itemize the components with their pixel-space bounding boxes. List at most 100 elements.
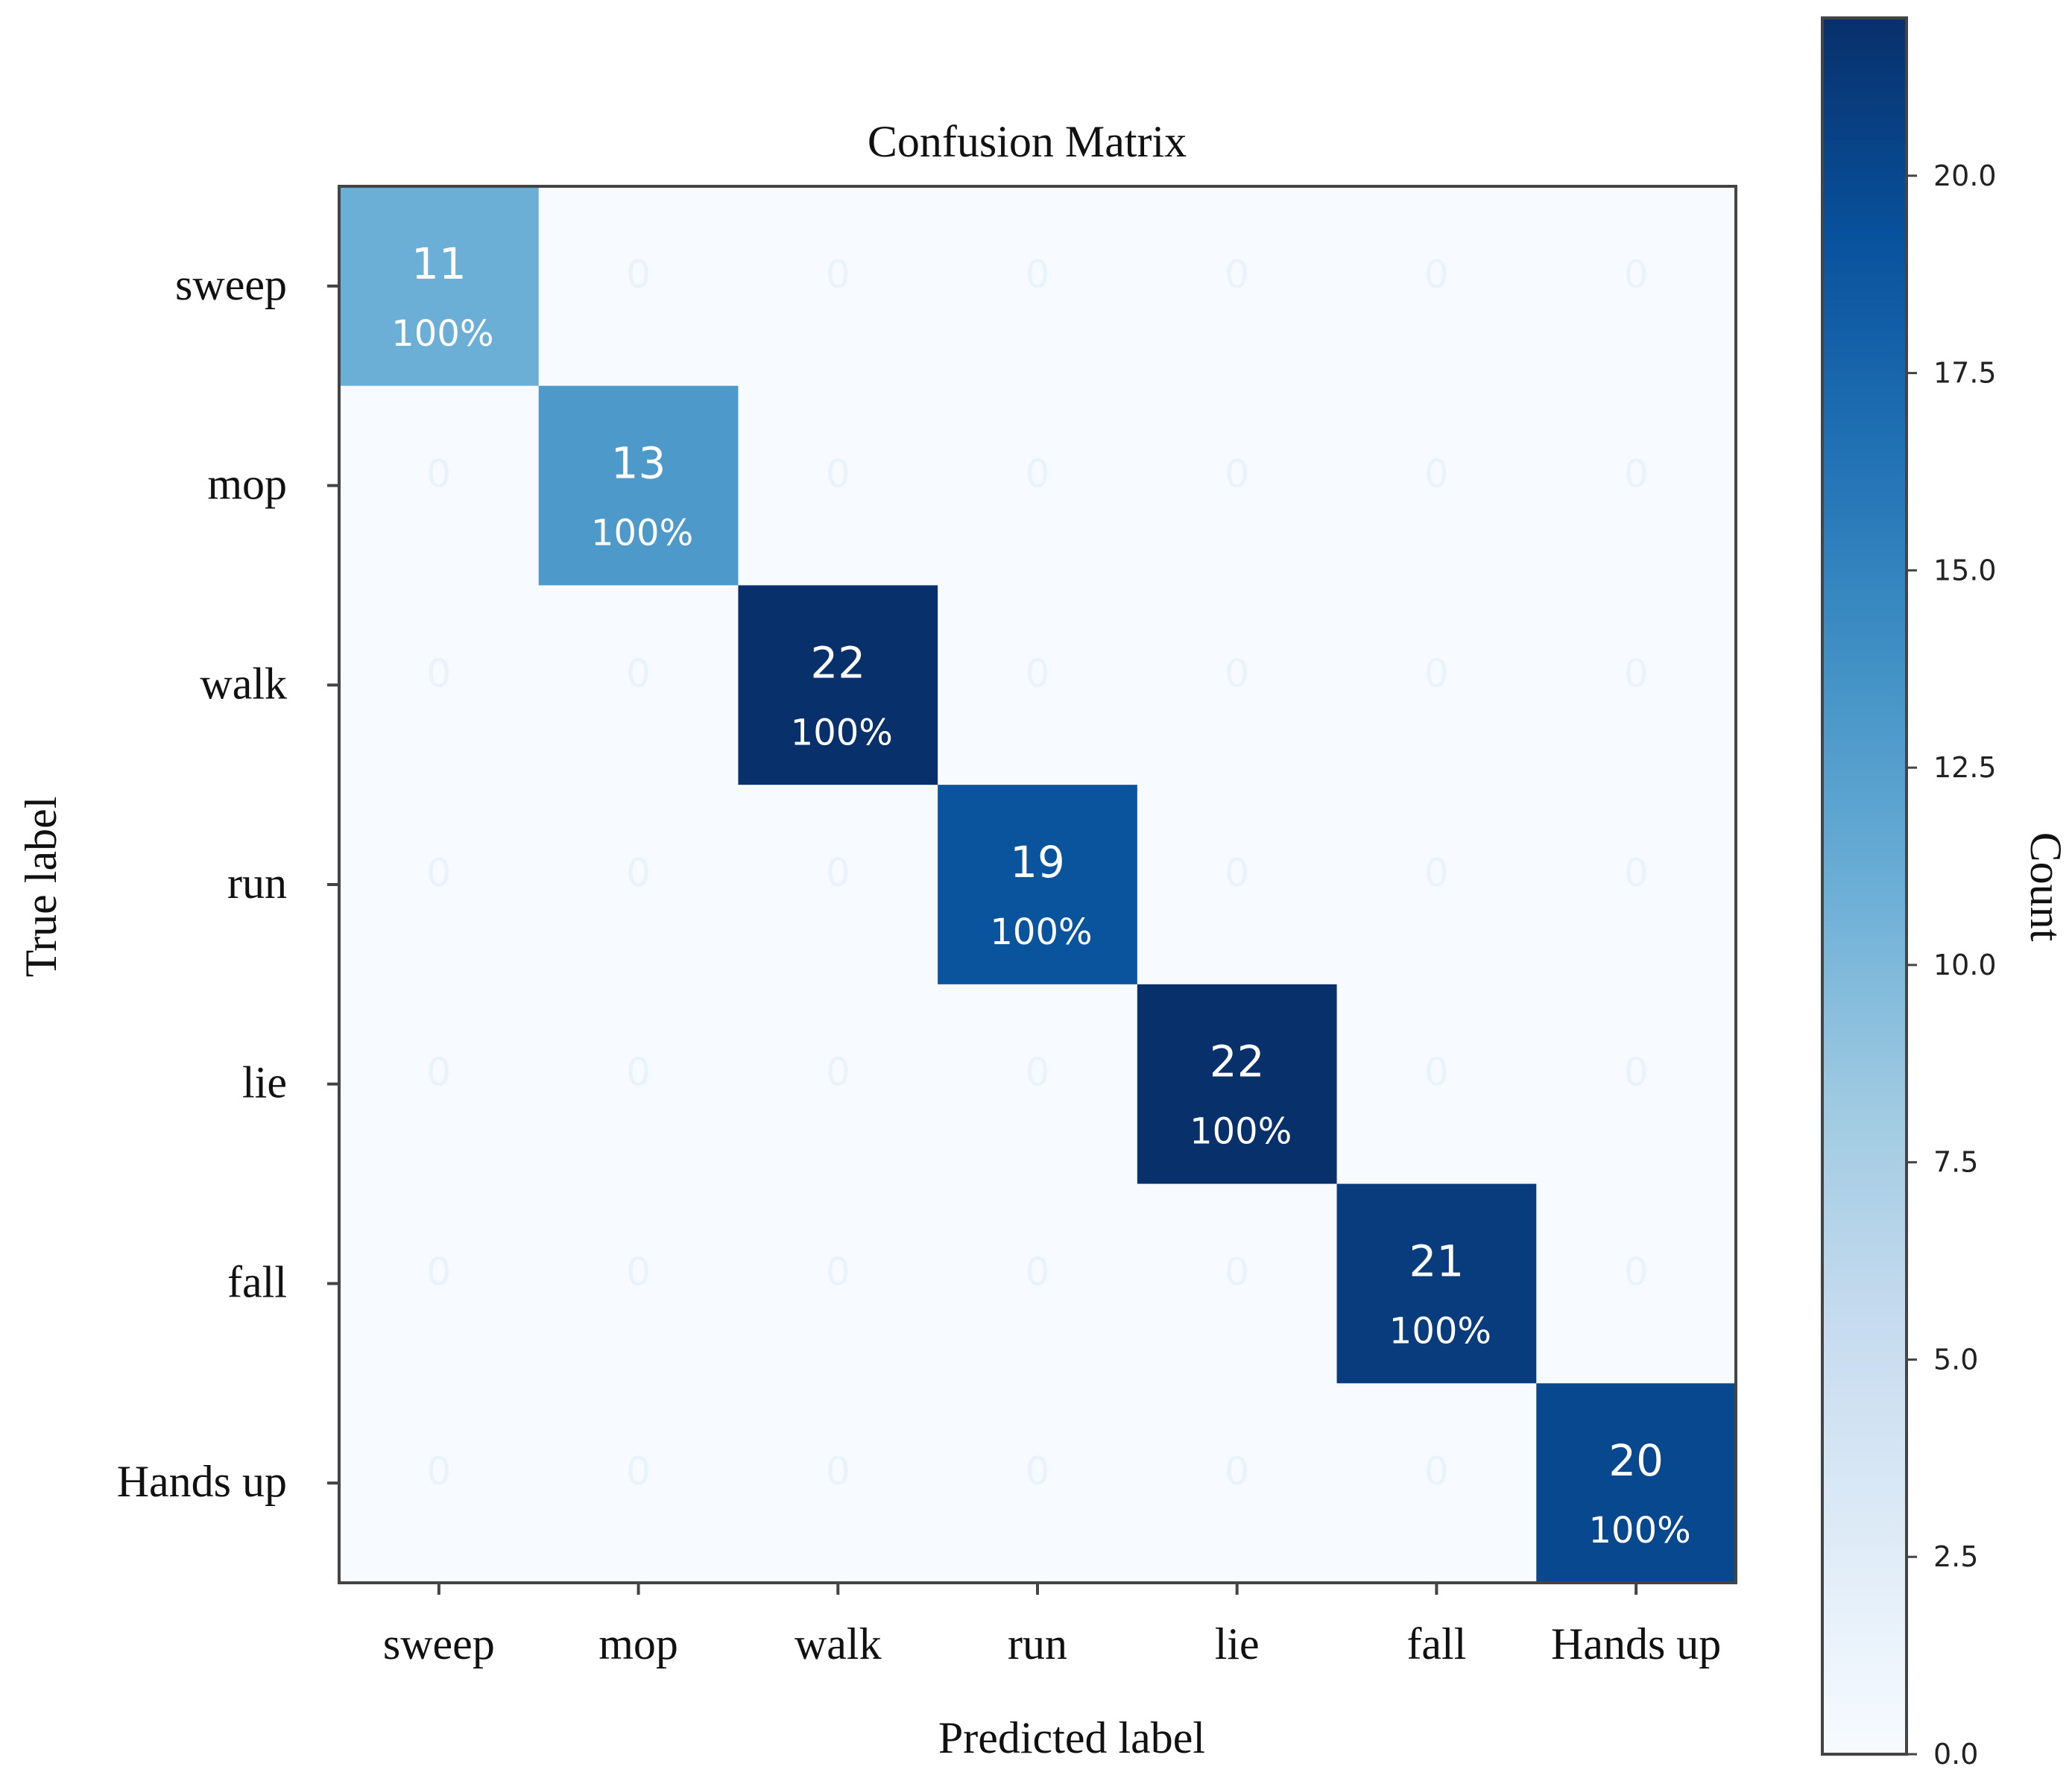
heatmap-cell [1336,186,1537,387]
y-tick-label: sweep [175,260,287,309]
cell-count-label: 0 [626,253,651,297]
colorbar-tick-label: 10.0 [1933,949,1997,981]
cell-count-label: 0 [1025,1250,1049,1294]
heatmap-cell [1336,1383,1537,1584]
y-tick-label: mop [207,460,287,509]
heatmap-cell [538,785,739,985]
cell-count-label: 0 [626,1250,651,1294]
heatmap-cell [538,186,739,387]
cell-percent-label: 100% [791,712,893,753]
cell-count-label: 0 [626,1449,651,1494]
x-tick-label: mop [598,1619,678,1668]
cell-count-label: 0 [826,253,850,297]
heatmap-cell [538,1383,739,1584]
cell-count-label: 22 [810,637,865,688]
cell-count-label: 0 [426,1250,451,1294]
y-tick-label: run [227,858,287,908]
cell-count-label: 0 [1225,851,1249,896]
heatmap-cell [938,785,1138,985]
cell-count-label: 0 [1225,1449,1249,1494]
colorbar-tick-label: 15.0 [1933,554,1997,586]
heatmap-cell [1536,385,1737,586]
heatmap-cell [1336,1183,1537,1384]
y-tick-label: Hands up [117,1457,287,1506]
heatmap-cell [738,186,938,387]
heatmap-cell [1336,984,1537,1185]
heatmap-cell [1137,1183,1338,1384]
cell-count-label: 0 [826,452,850,497]
x-tick-label: Hands up [1551,1619,1721,1668]
heatmap-cell [938,186,1138,387]
cell-count-label: 0 [1225,1250,1249,1294]
heatmap-cells: 11 100% 0 0 0 0 0 0 0 13 100% 0 0 0 0 0 0 0 22 100% 0 0 0 0 0 0 0 1… [339,186,1737,1584]
heatmap-cell [339,1383,540,1584]
cell-count-label: 0 [1624,452,1649,497]
x-tick-label: lie [1215,1619,1260,1668]
axes: sweep sweep mop mop walk walk run run lie lie fall… [117,260,1722,1668]
cell-percent-label: 100% [1589,1510,1691,1551]
y-tick-label: lie [242,1058,287,1107]
heatmap-cell [738,785,938,985]
cell-count-label: 0 [1624,651,1649,696]
colorbar-tick-label: 5.0 [1933,1343,1978,1376]
cell-count-label: 0 [1025,1051,1049,1095]
cell-count-label: 20 [1608,1435,1664,1486]
cell-count-label: 0 [626,851,651,896]
heatmap-cell [339,785,540,985]
colorbar-label: Count [2021,832,2071,942]
x-tick-label: sweep [383,1619,495,1668]
heatmap-cell [1536,585,1737,785]
cell-percent-label: 100% [1389,1310,1491,1352]
x-tick-label: walk [795,1619,882,1668]
cell-count-label: 0 [1225,452,1249,497]
cell-count-label: 22 [1210,1037,1265,1087]
heatmap-cell [1336,785,1537,985]
heatmap-cell [339,984,540,1185]
cell-count-label: 0 [1424,253,1449,297]
cell-count-label: 0 [1424,1051,1449,1095]
heatmap-cell [938,1183,1138,1384]
x-tick-label: run [1008,1619,1067,1668]
heatmap-cell [1137,385,1338,586]
heatmap-cell [938,984,1138,1185]
colorbar [1821,16,1908,1756]
heatmap-cell [1336,585,1537,785]
cell-percent-label: 100% [391,313,493,355]
y-tick-label: walk [200,659,287,708]
heatmap-cell [1536,1183,1737,1384]
heatmap-cell [1137,1383,1338,1584]
cell-count-label: 0 [1025,651,1049,696]
heatmap-cell [339,585,540,785]
cell-count-label: 0 [826,1250,850,1294]
heatmap-cell [738,1383,938,1584]
x-tick-label: fall [1406,1619,1466,1668]
heatmap-cell [1137,785,1338,985]
colorbar-ticks: 0.0 2.5 5.0 7.5 10.0 12.5 15.0 17.5 20.0 [1907,159,1997,1771]
cell-count-label: 0 [426,1449,451,1494]
cell-count-label: 0 [1624,1051,1649,1095]
cell-count-label: 0 [826,1051,850,1095]
cell-count-label: 0 [426,1051,451,1095]
cell-count-label: 0 [1424,1449,1449,1494]
cell-count-label: 0 [426,651,451,696]
x-axis-label: Predicted label [938,1713,1205,1762]
cell-percent-label: 100% [990,911,1092,953]
heatmap-cell [738,385,938,586]
cell-count-label: 0 [1624,1250,1649,1294]
cell-count-label: 0 [1025,253,1049,297]
cell-percent-label: 100% [1190,1111,1292,1153]
cell-count-label: 0 [426,452,451,497]
cell-count-label: 0 [1624,851,1649,896]
heatmap-cell [1536,984,1737,1185]
cell-count-label: 0 [1424,452,1449,497]
colorbar-tick-label: 0.0 [1933,1738,1978,1771]
colorbar-tick-label: 7.5 [1933,1146,1978,1179]
y-tick-label: fall [227,1257,287,1306]
cell-count-label: 0 [1424,651,1449,696]
heatmap-cell [938,585,1138,785]
heatmap-cell [938,385,1138,586]
cell-count-label: 0 [626,651,651,696]
colorbar-tick-label: 20.0 [1933,159,1997,192]
heatmap-cell [1336,385,1537,586]
heatmap-cell [538,1183,739,1384]
